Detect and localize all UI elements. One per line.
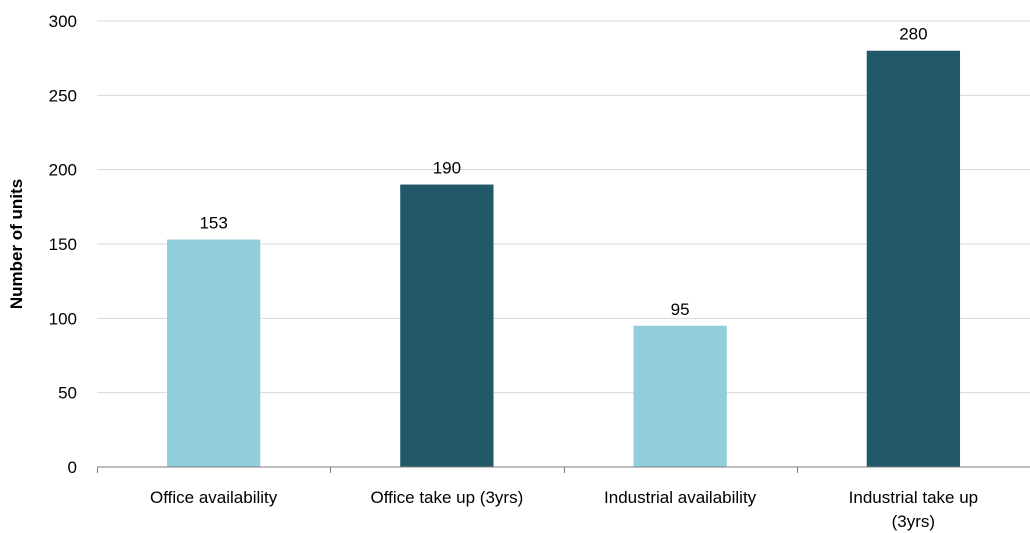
- x-category-label: Office availability: [150, 488, 278, 507]
- bar-4: [866, 50, 961, 467]
- x-category-label: (3yrs): [892, 512, 935, 531]
- axes: [97, 466, 1030, 473]
- bar-2: [400, 184, 494, 468]
- bar-1: [166, 239, 261, 467]
- y-tick-label: 200: [49, 161, 77, 180]
- y-tick-label: 0: [68, 458, 77, 477]
- y-tick-label: 100: [49, 309, 77, 328]
- x-category-label: Industrial availability: [604, 488, 757, 507]
- data-label-3: 95: [671, 300, 690, 319]
- x-category-label: Industrial take up: [849, 488, 978, 507]
- data-label-2: 190: [433, 159, 461, 178]
- y-tick-label: 250: [49, 86, 77, 105]
- y-tick-label: 300: [49, 12, 77, 31]
- x-category-label: Office take up (3yrs): [371, 488, 524, 507]
- bar-3: [633, 325, 727, 467]
- bars: [166, 50, 961, 468]
- data-label-1: 153: [199, 214, 227, 233]
- data-label-4: 280: [899, 25, 927, 44]
- y-tick-label: 150: [49, 235, 77, 254]
- y-tick-label: 50: [58, 384, 77, 403]
- labels: 0 50 100 150 200 250 300 153 Office availability…: [49, 12, 978, 531]
- y-axis-title: Number of units: [7, 179, 26, 309]
